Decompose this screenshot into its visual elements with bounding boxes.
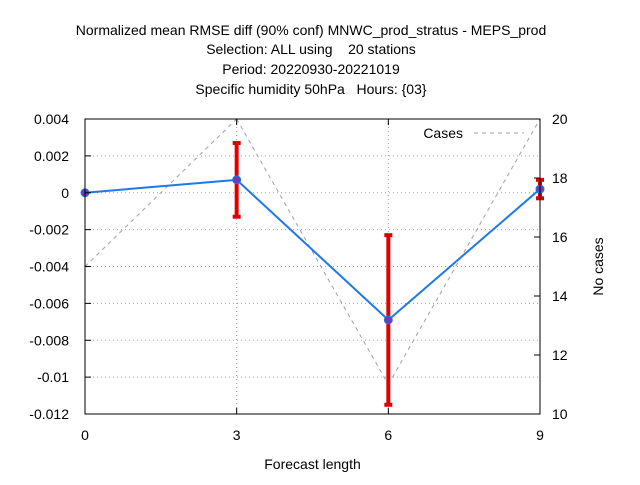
y-tick-label: 0.004	[34, 111, 69, 127]
title-line-1: Normalized mean RMSE diff (90% conf) MNW…	[76, 22, 546, 38]
grid	[85, 119, 540, 414]
series-line-segment	[235, 179, 390, 321]
y-tick-label: -0.002	[29, 222, 69, 238]
y-tick-label: -0.008	[29, 332, 69, 348]
series-line-segment	[84, 178, 237, 194]
legend: Cases	[423, 125, 524, 141]
title-line-2: Selection: ALL using 20 stations	[206, 41, 416, 57]
y2-tick-label: 18	[552, 170, 568, 186]
y2-tick-label: 10	[552, 406, 568, 422]
legend-label-cases: Cases	[423, 125, 463, 141]
x-tick-label: 3	[233, 427, 241, 443]
y2-tick-label: 16	[552, 229, 568, 245]
x-tick-label: 9	[536, 427, 544, 443]
y2-axis-label: No cases	[590, 237, 606, 295]
chart-title: Normalized mean RMSE diff (90% conf) MNW…	[76, 22, 546, 97]
y2-tick-label: 14	[552, 288, 568, 304]
cases-line-segment	[236, 118, 389, 385]
axis-ticks: 0.004 0.002 0 -0.002 -0.004 -0.006 -0.008 -0.01…	[29, 111, 567, 443]
title-line-3: Period: 20220930-20221019	[222, 61, 400, 77]
cases-line-segment	[387, 118, 541, 385]
y-tick-label: -0.012	[29, 406, 69, 422]
data-point	[383, 315, 393, 325]
rmse-diff-series	[80, 175, 545, 325]
x-tick-label: 0	[81, 427, 89, 443]
error-bars	[232, 140, 544, 407]
y-tick-label: -0.006	[29, 295, 69, 311]
y-tick-label: -0.01	[37, 369, 69, 385]
data-point	[232, 175, 242, 185]
cases-line-segment	[84, 118, 238, 267]
y-tick-label: -0.004	[29, 259, 69, 275]
y-tick-label: 0	[61, 185, 69, 201]
series-line-segment	[387, 188, 541, 321]
x-axis-label: Forecast length	[264, 456, 361, 472]
y2-tick-label: 12	[552, 347, 568, 363]
x-tick-label: 6	[384, 427, 392, 443]
y2-tick-label: 20	[552, 111, 568, 127]
title-line-4: Specific humidity 50hPa Hours: {03}	[195, 81, 426, 97]
y-tick-label: 0.002	[34, 148, 69, 164]
cases-series	[84, 118, 541, 385]
